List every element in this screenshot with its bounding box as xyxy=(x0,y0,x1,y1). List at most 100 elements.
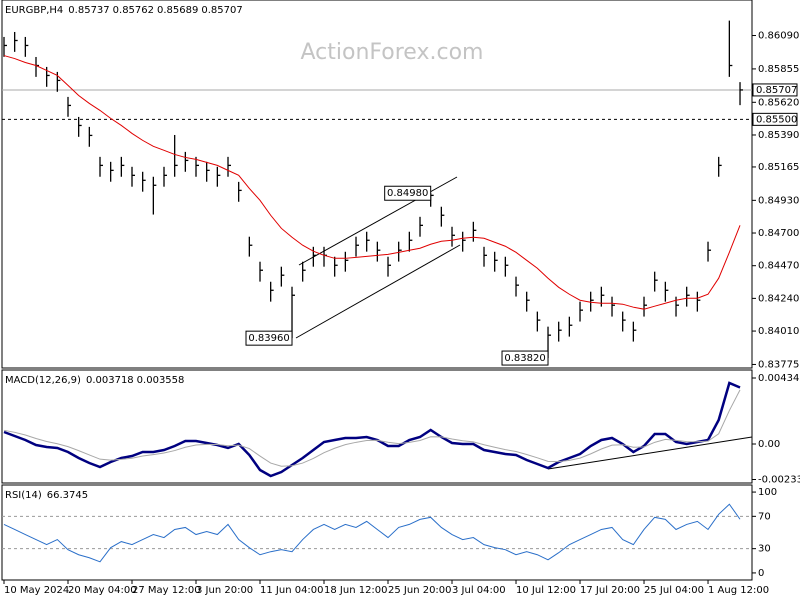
annotation-label: 0.83960 xyxy=(248,333,289,344)
price-bar xyxy=(696,291,701,312)
panel-title: EURGBP,H4 xyxy=(5,5,63,16)
panel-header: MACD(12,26,9) 0.003718 0.003558 xyxy=(5,375,184,386)
y-tick-label: 0.84470 xyxy=(758,261,799,272)
y-tick-label: 0.00 xyxy=(758,439,780,450)
price-bar xyxy=(568,316,573,337)
price-bar xyxy=(142,171,146,192)
x-tick-label: 3 Jul 04:00 xyxy=(452,585,506,596)
price-bar xyxy=(419,216,424,237)
price-bar xyxy=(163,166,168,187)
price-bar xyxy=(622,311,626,332)
price-bar xyxy=(728,20,733,77)
y-tick-label: 0.84700 xyxy=(758,228,799,239)
price-bar xyxy=(248,236,253,257)
price-bar xyxy=(174,134,178,177)
y-tick-label: 0.004342 xyxy=(758,373,800,384)
panel-frame xyxy=(1,0,753,369)
price-bar xyxy=(334,256,338,277)
price-bar xyxy=(67,96,72,117)
price-bar xyxy=(120,156,125,177)
x-tick-label: 3 Jun 20:00 xyxy=(196,585,253,596)
header-value: 0.85689 xyxy=(157,5,198,16)
series-line xyxy=(3,381,741,478)
x-tick-label: 20 May 04:00 xyxy=(68,585,137,596)
header-value: 0.85737 xyxy=(68,5,109,16)
price-bar xyxy=(344,251,349,272)
y-tick-label: 70 xyxy=(758,511,771,522)
y-tick-label: 0.84240 xyxy=(758,293,799,304)
x-tick-label: 27 May 12:00 xyxy=(132,585,201,596)
x-tick-label: 25 Jun 20:00 xyxy=(388,585,452,596)
series-line xyxy=(3,503,741,563)
price-bar xyxy=(184,151,189,172)
x-tick-label: 10 Jul 12:00 xyxy=(516,585,576,596)
price-bar xyxy=(312,246,317,267)
last-price-label: 0.85707 xyxy=(756,85,797,96)
price-bar xyxy=(376,241,381,262)
price-bar xyxy=(686,286,690,307)
panel-frame xyxy=(1,369,753,484)
price-bar xyxy=(355,236,360,257)
price-bar xyxy=(526,291,530,312)
y-tick-label: 0.84930 xyxy=(758,195,799,206)
price-bar xyxy=(643,296,648,317)
price-bar xyxy=(56,71,61,92)
price-bar xyxy=(462,231,466,252)
y-tick-label: 0.86090 xyxy=(758,31,799,42)
x-tick-label: 25 Jul 04:00 xyxy=(644,585,704,596)
annotation-box xyxy=(501,350,549,366)
annotation-label: 0.83820 xyxy=(504,353,545,364)
y-tick-label: 0.85855 xyxy=(758,64,799,75)
price-bar xyxy=(88,126,93,147)
price-bar xyxy=(718,156,722,177)
panel-title: RSI(14) xyxy=(5,490,42,501)
price-bar xyxy=(558,321,562,342)
price-bar xyxy=(46,66,50,87)
panel-frame xyxy=(1,484,753,581)
price-bar xyxy=(440,206,445,227)
price-bar xyxy=(739,82,744,106)
level-label: 0.85500 xyxy=(756,114,797,125)
channel-lower xyxy=(295,244,461,339)
panel-title: MACD(12,26,9) xyxy=(5,375,81,386)
price-bar xyxy=(152,176,157,215)
price-bar xyxy=(238,181,242,202)
price-bar xyxy=(707,241,712,262)
y-tick-label: 0.83775 xyxy=(758,359,799,370)
last-price-box xyxy=(752,83,798,97)
x-tick-label: 18 Jun 12:00 xyxy=(324,585,388,596)
level-box xyxy=(752,112,798,126)
price-bar xyxy=(280,266,285,287)
annotation-label: 0.84980 xyxy=(387,188,428,199)
y-tick-label: 0.85165 xyxy=(758,162,799,173)
y-tick-label: -0.002336 xyxy=(758,475,800,486)
price-bar xyxy=(515,276,520,297)
y-tick-label: 0.85390 xyxy=(758,130,799,141)
annotation-box xyxy=(384,185,432,201)
y-tick-label: 30 xyxy=(758,544,771,555)
price-bar xyxy=(110,161,114,182)
price-bar xyxy=(291,286,296,339)
header-value: 0.003718 xyxy=(86,375,134,386)
y-tick-label: 100 xyxy=(758,487,777,498)
price-bar xyxy=(366,231,370,252)
x-tick-label: 17 Jul 20:00 xyxy=(580,585,640,596)
price-bar xyxy=(195,156,200,177)
header-value: 66.3745 xyxy=(47,490,88,501)
panel-header: EURGBP,H4 0.85737 0.85762 0.85689 0.85707 xyxy=(5,5,243,16)
header-value: 0.003558 xyxy=(137,375,185,386)
channel-upper xyxy=(298,176,458,266)
price-bar xyxy=(579,301,584,322)
y-tick-label: 0 xyxy=(758,568,764,579)
annotation-box xyxy=(245,330,293,346)
price-bar xyxy=(494,251,498,272)
x-tick-label: 11 Jun 04:00 xyxy=(260,585,324,596)
macd-trendline xyxy=(547,436,753,470)
y-tick-label: 0.84010 xyxy=(758,326,799,337)
price-bar xyxy=(472,221,477,242)
series-line xyxy=(3,389,741,467)
price-bar xyxy=(408,231,413,252)
price-bar xyxy=(216,166,221,187)
price-bar xyxy=(259,261,264,282)
